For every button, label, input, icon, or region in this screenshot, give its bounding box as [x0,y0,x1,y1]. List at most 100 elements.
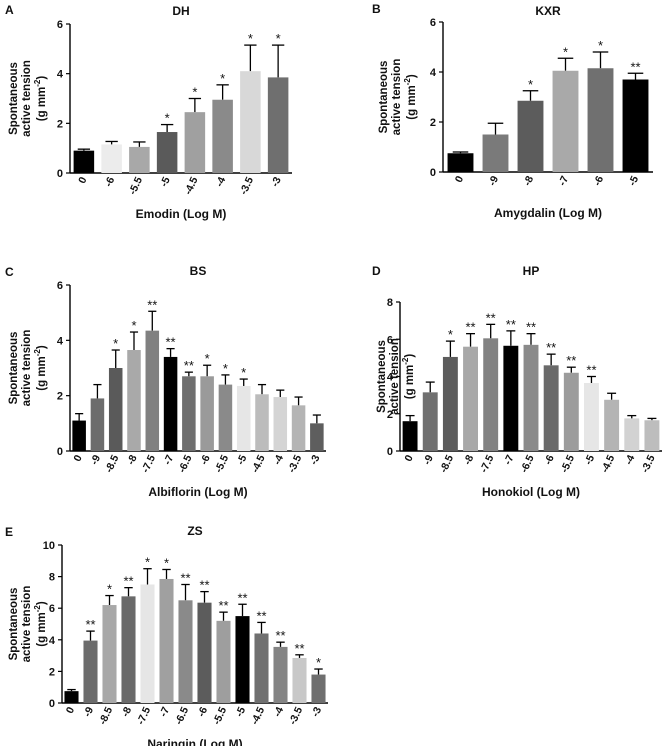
bar [182,376,196,451]
x-tick-label: -6.5 [518,453,537,475]
x-tick-label: -6 [542,453,557,467]
y-axis-label: Spontaneousactive tension (g mm-2) [8,586,48,663]
bar [254,633,269,703]
y-tick-label: 2 [57,391,63,403]
y-tick-label: 4 [430,67,437,79]
bar [235,616,250,703]
significance-marker: * [205,351,210,366]
significance-marker: * [528,77,533,92]
x-tick-label: -6.5 [173,705,192,727]
bar [587,68,614,172]
y-tick-label: 2 [49,666,55,678]
bar [447,153,474,172]
y-axis-label: Spontaneousactive tension (g mm-2) [8,60,48,137]
bar [292,657,307,703]
significance-marker: ** [506,317,516,332]
panel-letter: E [5,525,13,539]
x-tick-label: -6 [195,705,210,719]
significance-marker: ** [465,320,475,335]
x-tick-label: -5 [582,453,597,467]
x-tick-label: -4 [623,453,638,467]
y-axis-label-superscript: -2 [401,357,410,365]
x-tick-label: 0 [64,705,77,716]
panel-letter: C [5,265,14,279]
y-axis-label-line2: active tension [21,586,33,663]
bar [523,344,539,451]
x-tick-label: -4 [214,175,229,189]
x-tick-label: -9 [88,453,103,467]
x-tick-label: 0 [453,174,466,185]
bar [273,397,288,451]
x-tick-label: -3.5 [238,175,257,197]
x-tick-label: -4.5 [182,175,201,197]
significance-marker: ** [218,598,228,613]
x-axis-label: Honokiol (Log M) [482,485,580,499]
x-axis-label: Albiflorin (Log M) [148,485,247,499]
x-tick-label: -7.5 [139,453,158,475]
y-axis-label: Spontaneousactive tension (g mm-2) [8,330,48,407]
y-axis-label-superscript: -2 [403,78,412,86]
y-axis-label-close: ) [404,354,416,358]
significance-marker: * [113,336,118,351]
y-tick-label: 4 [387,372,394,384]
significance-marker: ** [275,628,285,643]
x-tick-label: -3 [269,175,284,189]
significance-marker: * [276,31,281,46]
chart-title: DH [172,4,189,18]
y-axis-label: Spontaneousactive tension (g mm-2) [376,338,416,415]
x-tick-label: -6.5 [176,453,195,475]
x-tick-label: -7.5 [135,705,154,727]
y-tick-label: 2 [387,409,393,421]
x-tick-label: -7 [502,453,517,467]
bar [72,420,86,451]
y-axis-label-line2: active tension [21,60,33,137]
x-tick-label: -9 [421,453,436,467]
significance-marker: ** [123,574,133,589]
significance-marker: ** [486,310,496,325]
y-axis-label-line3: (g mm [404,365,416,400]
bar [216,620,231,703]
y-axis-label-close: ) [406,74,418,78]
significance-marker: ** [180,571,190,586]
x-tick-label: -5.5 [559,453,578,475]
x-tick-label: -8.5 [97,705,116,727]
x-tick-label: -8 [521,174,536,188]
bar [402,421,418,451]
y-tick-label: 10 [43,540,55,552]
bar [236,385,251,451]
significance-marker: * [448,327,453,342]
x-axis-label: Amygdalin (Log M) [494,206,602,220]
significance-marker: * [241,365,246,380]
bar [156,132,178,173]
y-axis-label-line2: active tension [391,59,403,136]
x-axis-label: Emodin (Log M) [136,207,227,221]
y-axis-label-line1: Spontaneous [378,61,390,134]
x-tick-label: -3.5 [286,453,305,475]
significance-marker: ** [199,578,209,593]
panel-letter: D [372,264,381,278]
bar [184,112,206,173]
x-tick-label: -3.5 [639,453,658,475]
x-tick-label: -4 [271,705,286,719]
x-tick-label: -5 [233,705,248,719]
bar [218,384,233,451]
chart-panel-a: A DH 0 2 4 6 Spontaneousactive tension (g mm-2)… [5,3,292,221]
bar [90,398,105,451]
y-axis-label-close: ) [36,345,48,349]
y-axis-label-superscript: -2 [33,349,42,357]
bar [255,394,269,451]
significance-marker: ** [566,353,576,368]
significance-marker: ** [586,363,596,378]
x-tick-label: -8 [125,453,140,467]
bar [311,674,326,703]
y-tick-label: 4 [49,635,56,647]
significance-marker: ** [256,608,266,623]
bar [64,691,79,703]
x-tick-label: -4.5 [249,705,268,727]
bar [622,79,649,172]
significance-marker: ** [630,59,640,74]
x-tick-label: -4 [271,453,286,467]
x-tick-label: -8.5 [438,453,457,475]
bar [145,330,160,451]
significance-marker: * [192,85,197,100]
